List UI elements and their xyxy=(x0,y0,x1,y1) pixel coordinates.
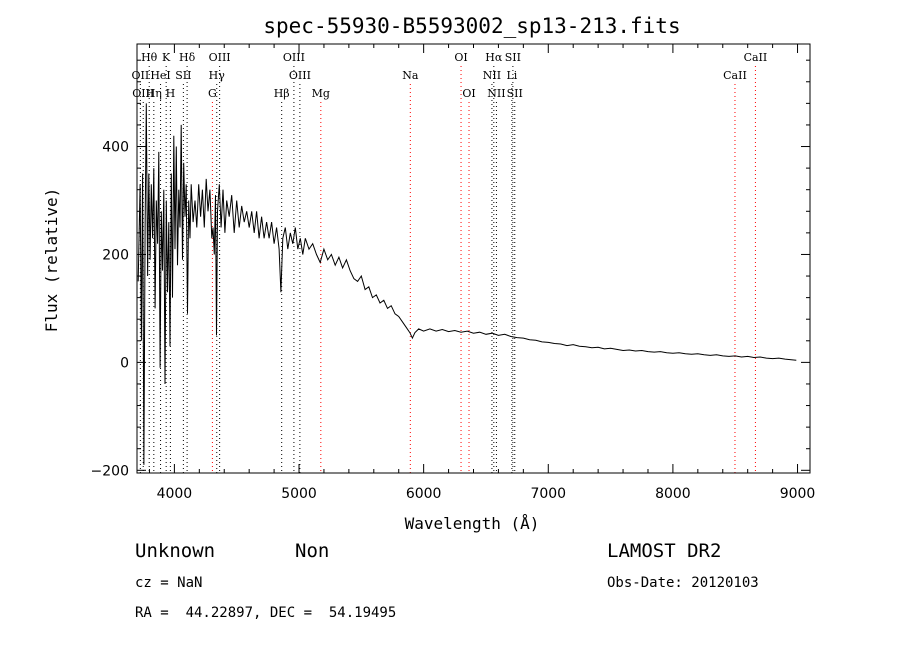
x-tick-label: 4000 xyxy=(157,486,193,502)
spectral-line-label: Hη xyxy=(146,87,162,100)
y-tick-label: 0 xyxy=(120,355,129,371)
ra-dec-coordinates: RA = 44.22897, DEC = 54.19495 xyxy=(135,605,397,621)
redshift-cz: cz = NaN xyxy=(135,575,203,591)
spectral-line-label: OIII xyxy=(283,51,305,64)
x-axis-label: Wavelength (Å) xyxy=(405,514,540,533)
spectral-line-label: OI xyxy=(462,87,475,100)
spectral-line-label: HeI xyxy=(150,69,170,82)
spectral-line-label: Na xyxy=(402,69,419,82)
spectral-line-label: Hθ xyxy=(141,51,158,64)
spectrum-series xyxy=(137,103,797,465)
spectral-line-label: OIII xyxy=(209,51,231,64)
survey-name: LAMOST DR2 xyxy=(607,540,722,562)
spectral-line-label: Hγ xyxy=(209,69,226,82)
plot-frame xyxy=(136,43,811,474)
spectral-line-label: H xyxy=(166,87,176,100)
y-tick-label: −200 xyxy=(91,463,129,479)
y-tick-label: 400 xyxy=(102,140,129,156)
spectral-line-label: OIII xyxy=(132,87,154,100)
x-tick-label: 7000 xyxy=(530,486,566,502)
spectral-line-label: SII xyxy=(505,51,521,64)
spectral-line-label: CaII xyxy=(744,51,768,64)
x-tick-label: 6000 xyxy=(406,486,442,502)
object-class: Unknown xyxy=(135,540,216,562)
obs-date: Obs-Date: 20120103 xyxy=(607,575,759,591)
spectral-line-label: Hβ xyxy=(274,87,290,100)
x-tick-label: 8000 xyxy=(655,486,691,502)
spectral-line-label: OI xyxy=(454,51,467,64)
spectral-line-label: Hα xyxy=(485,51,503,64)
spectral-line-label: OIII xyxy=(289,69,311,82)
spectral-line-label: K xyxy=(162,51,171,64)
object-subclass: Non xyxy=(295,540,330,562)
spectral-line-label: Hδ xyxy=(179,51,196,64)
y-tick-label: 200 xyxy=(102,247,129,263)
chart-title: spec-55930-B5593002_sp13-213.fits xyxy=(263,14,680,38)
y-axis-label: Flux (relative) xyxy=(42,188,61,333)
spectral-line-label: SII xyxy=(175,69,191,82)
x-tick-label: 9000 xyxy=(780,486,816,502)
axis-ticks: 4000 5000 6000 7000 8000 9000 −200 0 200 400 xyxy=(91,44,816,502)
x-tick-label: 5000 xyxy=(281,486,317,502)
spectral-line-label: CaII xyxy=(723,69,747,82)
spectral-line-label: SII xyxy=(507,87,523,100)
spectral-line-label: NII xyxy=(487,87,505,100)
spectral-line-label: NII xyxy=(483,69,501,82)
spectral-line-label: Li xyxy=(506,69,517,82)
spectral-line-label: Mg xyxy=(312,87,330,100)
spectral-line-label: OII xyxy=(132,69,150,82)
spectral-line-label: G xyxy=(208,87,217,100)
